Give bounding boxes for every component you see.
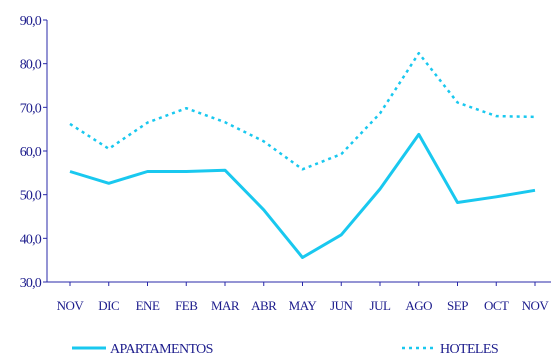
y-tick-label: 90,0 — [20, 14, 42, 29]
series-line-apartamentos — [69, 132, 536, 259]
y-tick-label: 70,0 — [20, 101, 42, 116]
legend-item-hoteles: HOTELES — [402, 342, 499, 357]
axes — [46, 20, 551, 283]
x-tick-label: ABR — [251, 298, 277, 313]
y-tick-label: 40,0 — [20, 232, 42, 247]
legend-label: APARTAMENTOS — [110, 342, 213, 356]
x-tick-label: FEB — [175, 298, 198, 313]
legend: APARTAMENTOS HOTELES — [72, 342, 499, 357]
y-tick-label: 60,0 — [20, 145, 42, 160]
x-tick-label: SEP — [447, 298, 468, 313]
legend-item-apartamentos: APARTAMENTOS — [72, 342, 213, 357]
x-ticks: NOV DIC ENE FEB MAR ABR MAY JUN JUL AGO SEP OCT NOV — [57, 282, 550, 313]
x-tick-label: AGO — [405, 298, 432, 313]
y-tick-label: 30,0 — [20, 276, 42, 291]
x-tick-label: JUN — [330, 298, 353, 313]
x-tick-label: NOV — [522, 298, 550, 313]
y-ticks: 30,0 40,0 50,0 60,0 70,0 80,0 90,0 — [20, 14, 47, 291]
x-tick-label: ENE — [136, 298, 160, 313]
series-layer — [69, 51, 536, 259]
y-tick-label: 80,0 — [20, 58, 42, 73]
x-tick-label: MAY — [289, 298, 318, 313]
x-tick-label: NOV — [57, 298, 85, 313]
legend-label: HOTELES — [440, 342, 498, 356]
x-tick-label: MAR — [211, 298, 240, 313]
x-tick-label: JUL — [370, 298, 391, 313]
x-tick-label: OCT — [484, 298, 509, 313]
y-tick-label: 50,0 — [20, 189, 42, 204]
x-tick-label: DIC — [98, 298, 119, 313]
series-line-hoteles — [69, 51, 536, 171]
